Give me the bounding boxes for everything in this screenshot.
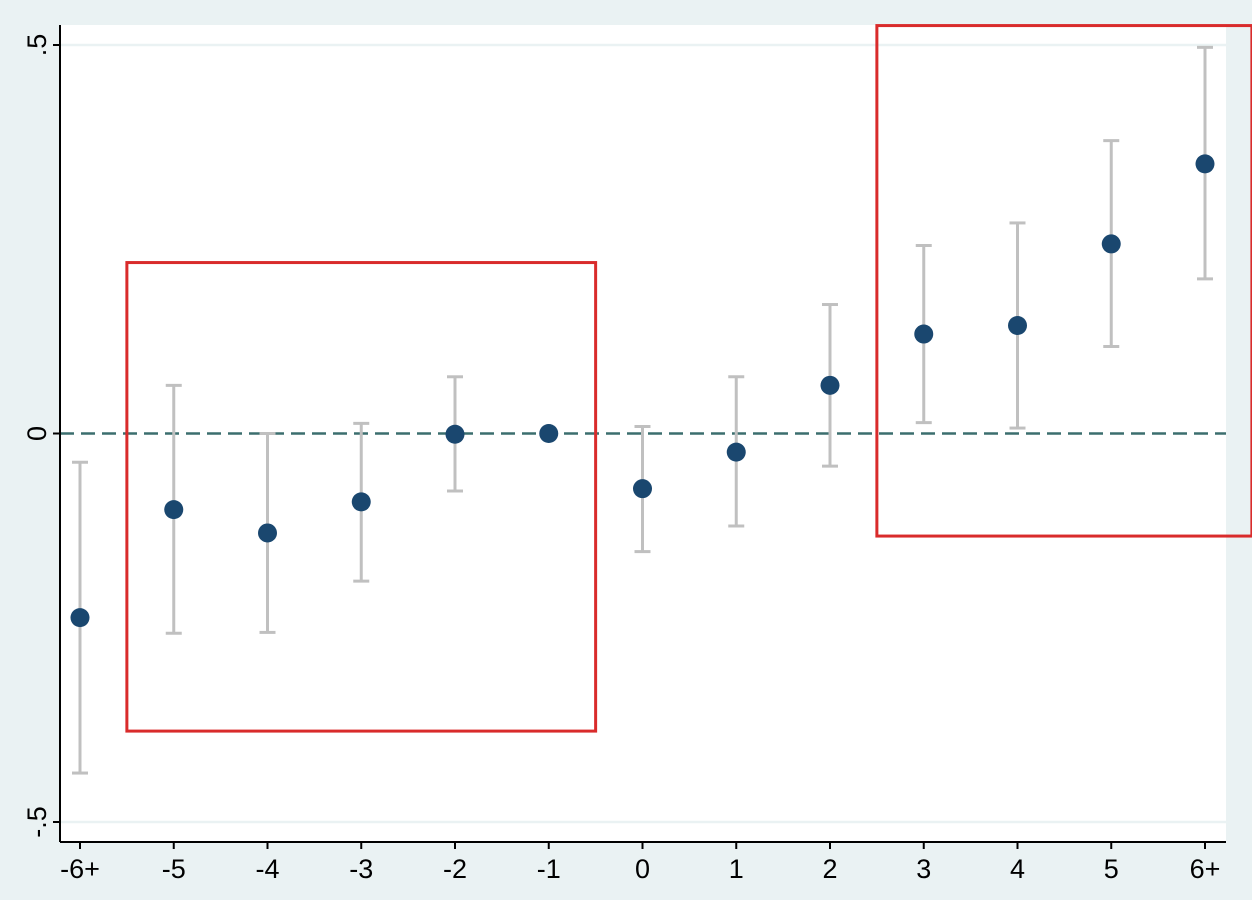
x-tick-label: 4 bbox=[1010, 854, 1025, 884]
point-estimate bbox=[1101, 234, 1121, 254]
x-tick-label: 5 bbox=[1104, 854, 1119, 884]
y-tick-label: 0 bbox=[22, 426, 52, 441]
point-estimate bbox=[70, 608, 90, 628]
x-tick-label: 2 bbox=[822, 854, 837, 884]
point-estimate bbox=[1195, 154, 1215, 174]
point-estimate bbox=[820, 375, 840, 395]
x-tick-label: 3 bbox=[916, 854, 931, 884]
point-estimate bbox=[258, 523, 277, 543]
axes: -.5 0 .5 -6+ -5 -4 -3 -2 -1 0 1 2 3 4 5 6+ bbox=[22, 25, 1226, 884]
x-tick-label: -2 bbox=[443, 854, 467, 884]
y-tick-label: -.5 bbox=[22, 806, 52, 838]
x-tick-label: 0 bbox=[635, 854, 650, 884]
point-estimate bbox=[914, 324, 934, 344]
x-tick-label: -5 bbox=[162, 854, 186, 884]
point-estimate bbox=[539, 424, 559, 443]
point-estimate bbox=[164, 500, 184, 520]
x-tick-label: 1 bbox=[729, 854, 744, 884]
x-tick-label: -6+ bbox=[60, 854, 100, 884]
x-tick-label: -3 bbox=[349, 854, 373, 884]
x-tick-label: -4 bbox=[255, 854, 279, 884]
x-tick-label: -1 bbox=[537, 854, 561, 884]
x-tick-label: 6+ bbox=[1190, 854, 1221, 884]
point-estimates bbox=[70, 154, 1215, 628]
point-estimate bbox=[445, 424, 465, 444]
y-tick-label: .5 bbox=[22, 34, 52, 57]
point-estimate bbox=[1008, 315, 1027, 335]
highlight-box bbox=[125, 261, 598, 733]
point-estimate bbox=[633, 479, 652, 499]
grid-layer bbox=[60, 43, 1226, 824]
point-estimate bbox=[351, 492, 371, 512]
point-estimate bbox=[726, 442, 746, 462]
